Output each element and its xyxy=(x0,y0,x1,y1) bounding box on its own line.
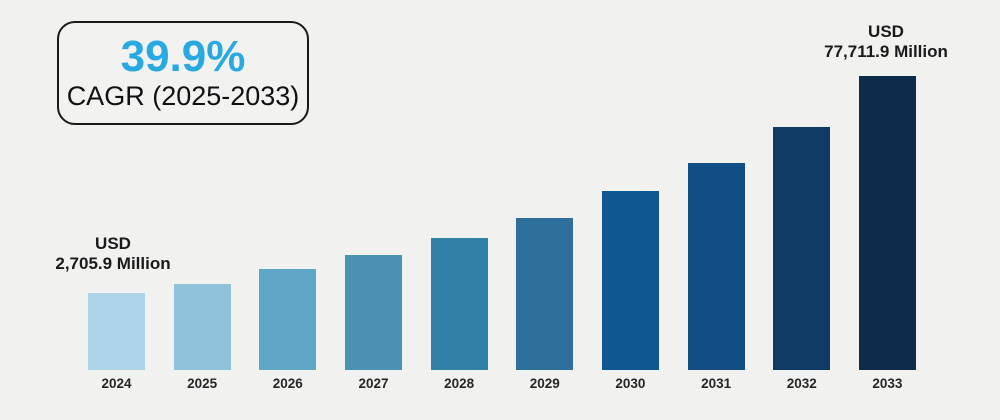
bar-2027 xyxy=(344,255,402,370)
bar-group: 2027 xyxy=(344,255,402,392)
bar-group: 2033 xyxy=(858,76,916,392)
bar-group: 2028 xyxy=(430,238,488,392)
x-tick-label: 2025 xyxy=(187,376,218,391)
end-value-label: USD 77,711.9 Million xyxy=(801,22,971,62)
x-tick-label: 2032 xyxy=(786,376,817,391)
cagr-period-label: CAGR (2025-2033) xyxy=(66,81,300,112)
x-tick-label: 2024 xyxy=(101,376,132,391)
end-value-currency: USD xyxy=(868,22,904,41)
bar-group: 2030 xyxy=(601,191,659,392)
x-tick-label: 2028 xyxy=(444,376,475,391)
end-value-amount: 77,711.9 Million xyxy=(824,42,948,62)
bar-2025 xyxy=(173,284,231,370)
x-tick-label: 2029 xyxy=(529,376,560,391)
bar-2031 xyxy=(687,163,745,370)
start-value-label: USD 2,705.9 Million xyxy=(28,234,198,274)
x-tick-label: 2031 xyxy=(701,376,732,391)
bar-2024 xyxy=(88,293,145,370)
x-tick-label: 2026 xyxy=(272,376,303,391)
bar-2028 xyxy=(430,238,488,370)
start-value-amount: 2,705.9 Million xyxy=(55,254,171,274)
bar-group: 2026 xyxy=(259,269,317,392)
bar-group: 2024 xyxy=(88,293,145,392)
bar-2033 xyxy=(858,76,916,370)
cagr-callout-box: 39.9% CAGR (2025-2033) xyxy=(57,21,309,125)
bar-2026 xyxy=(259,269,317,370)
bar-2030 xyxy=(601,191,659,370)
bar-group: 2031 xyxy=(687,163,745,392)
start-value-currency: USD xyxy=(95,234,131,253)
x-tick-label: 2033 xyxy=(872,376,903,391)
x-tick-label: 2027 xyxy=(358,376,389,391)
bar-group: 2029 xyxy=(516,218,574,392)
x-tick-label: 2030 xyxy=(615,376,646,391)
bar-2029 xyxy=(516,218,574,370)
bar-group: 2025 xyxy=(173,284,231,392)
bar-group: 2032 xyxy=(773,127,831,392)
cagr-value: 39.9% xyxy=(120,32,246,82)
bar-2032 xyxy=(773,127,831,370)
bar-row: 2024 2025 2026 2027 2028 2029 2030 2031 2032 2033 xyxy=(88,76,916,392)
